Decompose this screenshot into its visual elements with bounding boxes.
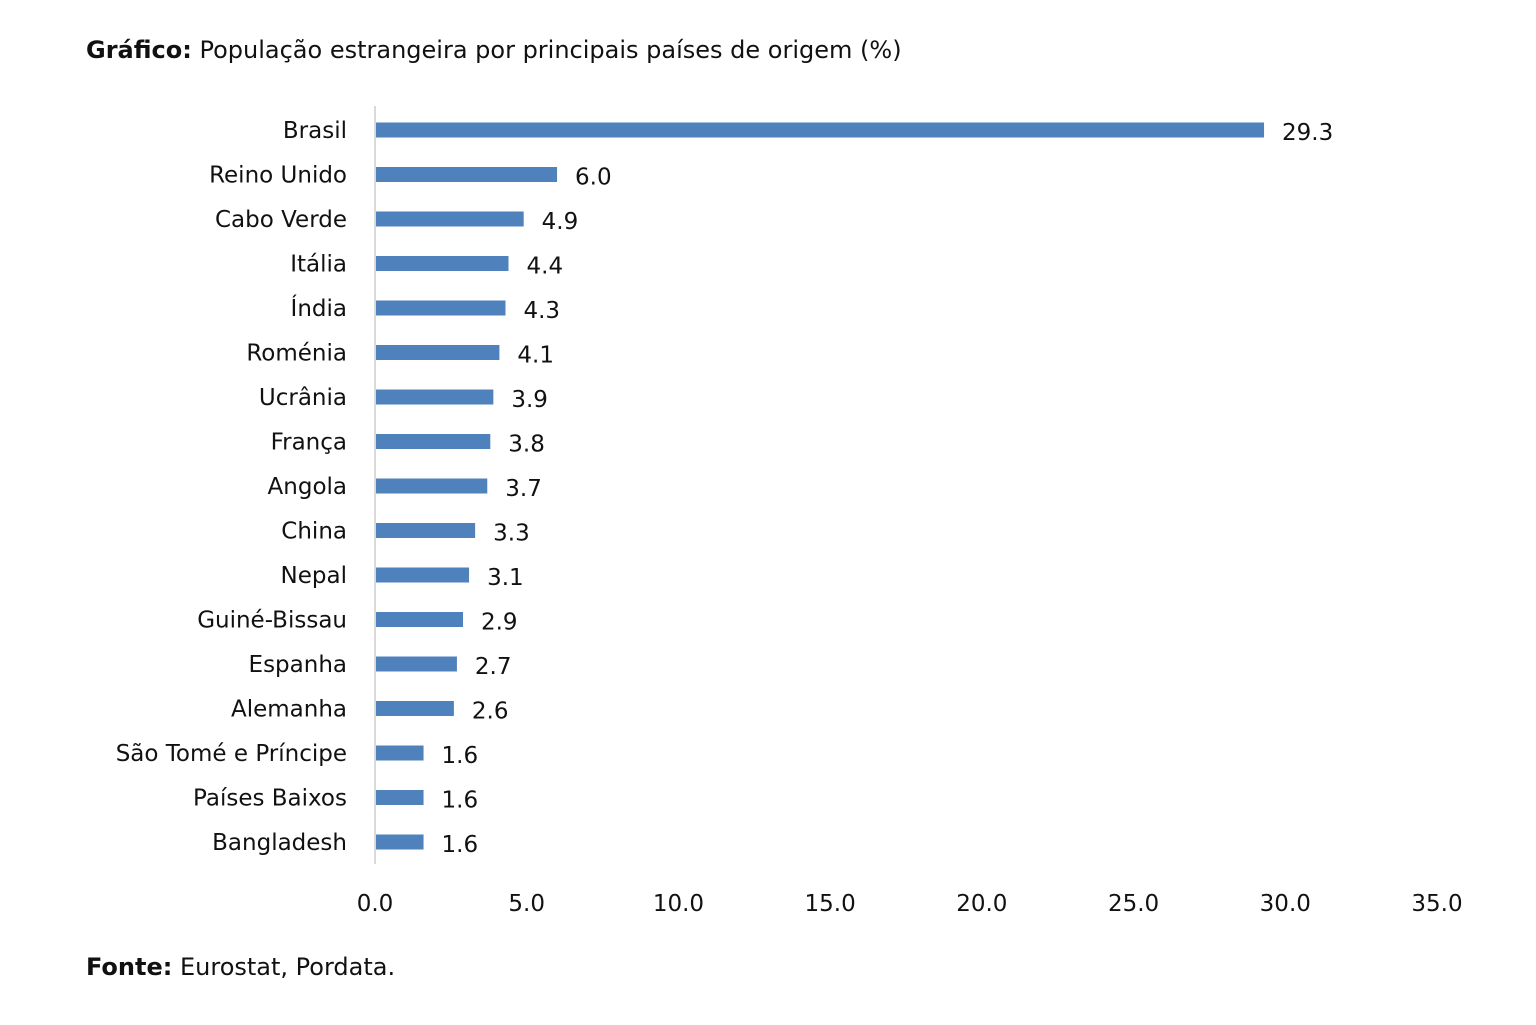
chart-title-prefix: Gráfico:	[86, 36, 192, 64]
x-tick-label: 0.0	[357, 891, 394, 917]
bar	[376, 612, 463, 627]
bar	[376, 434, 491, 449]
category-label: Reino Unido	[209, 163, 347, 189]
bar	[376, 701, 454, 716]
value-label: 3.1	[487, 565, 524, 591]
chart-title: Gráfico: População estrangeira por princ…	[86, 33, 902, 67]
x-tick-label: 35.0	[1411, 891, 1462, 917]
x-tick-label: 25.0	[1108, 891, 1159, 917]
category-label: São Tomé e Príncipe	[116, 741, 347, 767]
category-label: Nepal	[281, 563, 347, 589]
value-label: 3.9	[511, 387, 548, 413]
category-label: Guiné-Bissau	[197, 608, 347, 634]
bar	[376, 300, 506, 316]
bar	[376, 567, 470, 583]
category-label: Roménia	[246, 341, 347, 367]
value-label: 4.1	[517, 343, 554, 369]
value-label: 2.9	[481, 610, 518, 636]
value-label: 2.7	[475, 654, 512, 680]
bar	[376, 656, 457, 672]
category-label: Países Baixos	[193, 786, 347, 812]
category-label: Espanha	[249, 652, 347, 678]
value-label: 29.3	[1282, 120, 1333, 146]
category-label: Itália	[290, 252, 347, 278]
bar	[376, 345, 500, 360]
x-tick-label: 10.0	[653, 891, 704, 917]
category-label: Ucrânia	[259, 385, 347, 411]
value-label: 1.6	[442, 788, 479, 814]
value-label: 6.0	[575, 165, 612, 191]
value-label: 3.7	[505, 476, 542, 502]
bar	[376, 256, 509, 271]
value-label: 2.6	[472, 699, 509, 725]
category-label: China	[281, 519, 347, 545]
bar	[376, 122, 1265, 138]
value-label: 3.3	[493, 521, 530, 547]
value-label: 1.6	[442, 743, 479, 769]
bar	[376, 745, 424, 761]
bar	[376, 478, 488, 494]
value-label: 3.8	[508, 432, 545, 458]
category-label: Cabo Verde	[215, 207, 347, 233]
category-label: Índia	[291, 294, 347, 322]
bar	[376, 834, 424, 850]
category-label: Angola	[268, 474, 347, 500]
value-label: 1.6	[442, 832, 479, 858]
chart-title-text: População estrangeira por principais paí…	[199, 36, 902, 64]
category-label: Alemanha	[231, 697, 347, 723]
category-label: Brasil	[283, 118, 347, 144]
bar	[376, 790, 424, 805]
bar	[376, 211, 524, 227]
bar	[376, 389, 494, 405]
chart-source: Fonte: Eurostat, Pordata.	[86, 950, 395, 984]
source-text: Eurostat, Pordata.	[179, 953, 396, 981]
bar	[376, 523, 476, 538]
category-label: França	[271, 430, 347, 456]
x-tick-label: 20.0	[956, 891, 1007, 917]
value-label: 4.9	[542, 209, 579, 235]
bar	[376, 167, 558, 182]
x-tick-label: 5.0	[508, 891, 545, 917]
value-label: 4.3	[523, 298, 560, 324]
x-tick-label: 30.0	[1260, 891, 1311, 917]
x-tick-label: 15.0	[805, 891, 856, 917]
category-label: Bangladesh	[212, 830, 347, 856]
value-label: 4.4	[527, 254, 564, 280]
source-prefix: Fonte:	[86, 953, 173, 981]
